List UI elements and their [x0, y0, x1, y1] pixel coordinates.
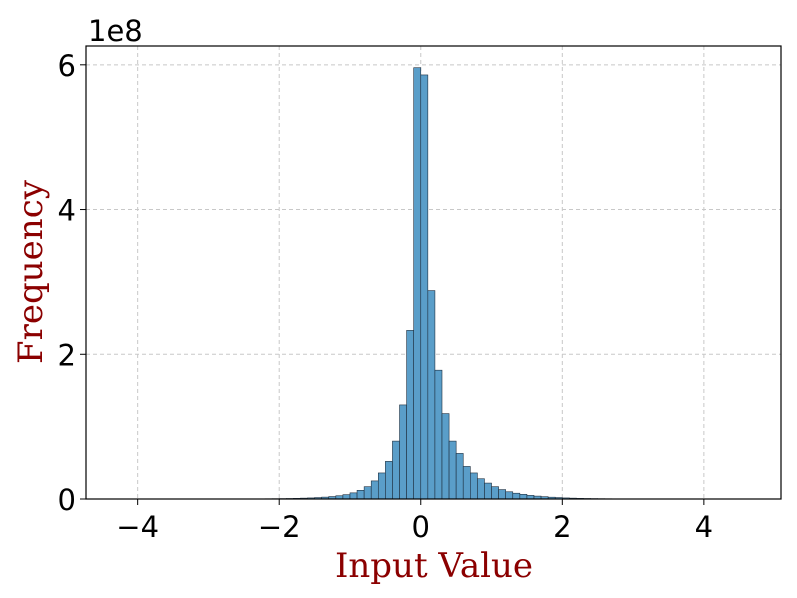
bar — [519, 493, 528, 500]
bar — [462, 466, 471, 500]
x-tick-label: −2 — [258, 510, 301, 544]
bar — [377, 472, 386, 500]
x-tick-label: 0 — [412, 510, 430, 544]
x-tick-label: 2 — [553, 510, 571, 544]
bar — [420, 74, 429, 500]
bar — [491, 486, 499, 500]
bar — [427, 290, 436, 500]
bar — [505, 491, 514, 500]
bar — [342, 494, 351, 500]
bar — [512, 492, 521, 500]
x-axis-label: Input Value — [335, 546, 533, 586]
bar — [370, 480, 379, 500]
bar — [399, 404, 407, 500]
bar — [349, 492, 358, 500]
bar — [406, 330, 414, 500]
y-tick-label: 4 — [58, 194, 76, 228]
bar — [392, 440, 400, 500]
y-tick-label: 6 — [58, 49, 76, 83]
y-tick-label: 2 — [58, 338, 76, 372]
y-axis-label: Frequency — [11, 179, 51, 364]
bar — [413, 67, 422, 500]
bar — [484, 482, 492, 500]
bar — [498, 489, 506, 500]
x-tick-label: 4 — [695, 510, 713, 544]
bar — [356, 490, 365, 500]
bar — [470, 472, 478, 500]
y-tick-label: 0 — [58, 483, 76, 517]
bar — [455, 453, 464, 500]
bar — [385, 461, 393, 500]
bar — [363, 486, 372, 500]
bar — [448, 440, 457, 500]
plot-frame — [85, 45, 782, 500]
bar — [477, 478, 485, 500]
y-offset-label: 1e8 — [88, 14, 143, 48]
bar — [434, 369, 443, 500]
x-tick-label: −4 — [116, 510, 159, 544]
bar — [441, 413, 450, 500]
